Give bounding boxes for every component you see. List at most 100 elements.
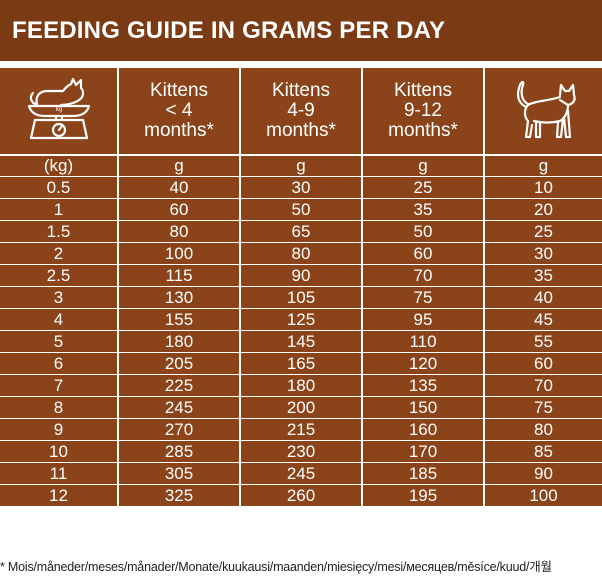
grams-cell: 60: [484, 352, 602, 375]
grams-cell: 285: [118, 440, 241, 463]
weight-cell: 1: [0, 198, 119, 221]
grams-cell: 20: [484, 198, 602, 221]
table-row: 2 100 80 60 30: [0, 242, 602, 265]
table-row: 9 270 215 160 80: [0, 418, 602, 441]
grams-cell: 115: [118, 264, 241, 287]
grams-cell: 30: [484, 242, 602, 265]
grams-cell: 205: [118, 352, 241, 375]
grams-cell: 25: [362, 176, 485, 199]
grams-cell: 40: [484, 286, 602, 309]
unit-cell: g: [484, 155, 602, 177]
weight-cell: 2: [0, 242, 119, 265]
grams-cell: 40: [118, 176, 241, 199]
column-header-adult: [484, 68, 602, 156]
grams-cell: 50: [362, 220, 485, 243]
grams-cell: 195: [362, 484, 485, 507]
unit-cell: g: [362, 155, 485, 177]
grams-cell: 80: [240, 242, 363, 265]
grams-cell: 105: [240, 286, 363, 309]
grams-cell: 80: [484, 418, 602, 441]
table-row: 0.5 40 30 25 10: [0, 176, 602, 199]
weight-cell: 6: [0, 352, 119, 375]
grams-cell: 35: [362, 198, 485, 221]
grams-cell: 35: [484, 264, 602, 287]
grams-cell: 50: [240, 198, 363, 221]
standing-cat-icon: [516, 80, 576, 138]
table-row: 10 285 230 170 85: [0, 440, 602, 463]
weight-cell: 5: [0, 330, 119, 353]
weight-column-header: kg: [0, 68, 119, 156]
grams-cell: 25: [484, 220, 602, 243]
weight-cell: 9: [0, 418, 119, 441]
grams-cell: 90: [484, 462, 602, 485]
table-row: 4 155 125 95 45: [0, 308, 602, 331]
grams-cell: 60: [362, 242, 485, 265]
grams-cell: 165: [240, 352, 363, 375]
column-header-kittens-4-9: Kittens 4-9 months*: [240, 68, 363, 156]
table-row: 7 225 180 135 70: [0, 374, 602, 397]
table-row: 11 305 245 185 90: [0, 462, 602, 485]
weight-cell: 0.5: [0, 176, 119, 199]
grams-cell: 170: [362, 440, 485, 463]
column-header-kittens-under-4: Kittens < 4 months*: [118, 68, 241, 156]
weight-cell: 3: [0, 286, 119, 309]
grams-cell: 60: [118, 198, 241, 221]
grams-cell: 70: [484, 374, 602, 397]
scale-kg-label: kg: [55, 107, 61, 113]
grams-cell: 90: [240, 264, 363, 287]
grams-cell: 305: [118, 462, 241, 485]
grams-cell: 270: [118, 418, 241, 441]
grams-cell: 30: [240, 176, 363, 199]
grams-cell: 155: [118, 308, 241, 331]
grams-cell: 185: [362, 462, 485, 485]
table-row: 5 180 145 110 55: [0, 330, 602, 353]
grams-cell: 85: [484, 440, 602, 463]
table-row: 6 205 165 120 60: [0, 352, 602, 375]
grams-cell: 100: [484, 484, 602, 507]
grams-cell: 135: [362, 374, 485, 397]
table-row: 8 245 200 150 75: [0, 396, 602, 419]
grams-cell: 125: [240, 308, 363, 331]
grams-cell: 100: [118, 242, 241, 265]
page-title: FEEDING GUIDE IN GRAMS PER DAY: [0, 0, 602, 61]
grams-cell: 65: [240, 220, 363, 243]
unit-cell: g: [118, 155, 241, 177]
table-row: 3 130 105 75 40: [0, 286, 602, 309]
grams-cell: 160: [362, 418, 485, 441]
scale-with-cat-icon: kg: [27, 77, 90, 139]
grams-cell: 150: [362, 396, 485, 419]
grams-cell: 10: [484, 176, 602, 199]
feeding-table: kg Kittens < 4 months* Kittens 4-9 month…: [0, 68, 602, 507]
grams-cell: 145: [240, 330, 363, 353]
table-row: 2.5 115 90 70 35: [0, 264, 602, 287]
footnote: * Mois/måneder/meses/månader/Monate/kuuk…: [0, 560, 552, 574]
grams-cell: 200: [240, 396, 363, 419]
grams-cell: 325: [118, 484, 241, 507]
grams-cell: 80: [118, 220, 241, 243]
grams-cell: 215: [240, 418, 363, 441]
grams-cell: 75: [362, 286, 485, 309]
grams-cell: 260: [240, 484, 363, 507]
grams-cell: 55: [484, 330, 602, 353]
grams-cell: 75: [484, 396, 602, 419]
weight-cell: 2.5: [0, 264, 119, 287]
grams-cell: 45: [484, 308, 602, 331]
grams-cell: 120: [362, 352, 485, 375]
grams-cell: 130: [118, 286, 241, 309]
units-row: (kg) g g g g: [0, 155, 602, 177]
weight-cell: 11: [0, 462, 119, 485]
grams-cell: 230: [240, 440, 363, 463]
grams-cell: 70: [362, 264, 485, 287]
table-row: 12 325 260 195 100: [0, 484, 602, 507]
column-header-kittens-9-12: Kittens 9-12 months*: [362, 68, 485, 156]
unit-cell: (kg): [0, 155, 119, 177]
grams-cell: 95: [362, 308, 485, 331]
grams-cell: 225: [118, 374, 241, 397]
table-row: 1.5 80 65 50 25: [0, 220, 602, 243]
weight-cell: 10: [0, 440, 119, 463]
unit-cell: g: [240, 155, 363, 177]
grams-cell: 245: [240, 462, 363, 485]
grams-cell: 110: [362, 330, 485, 353]
grams-cell: 180: [118, 330, 241, 353]
weight-cell: 12: [0, 484, 119, 507]
